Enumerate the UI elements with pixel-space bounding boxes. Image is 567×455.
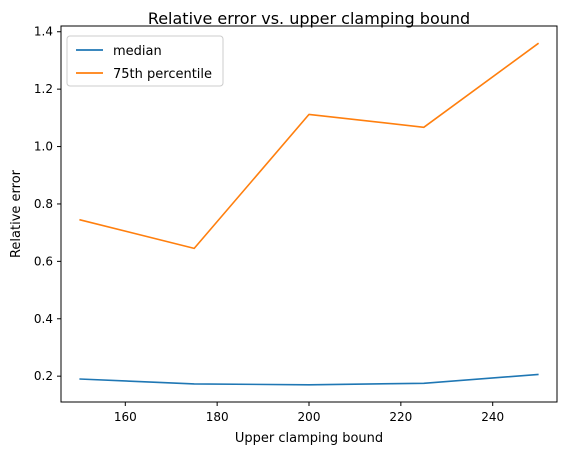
y-axis-label: Relative error [9, 169, 24, 258]
x-axis-label: Upper clamping bound [235, 431, 383, 446]
x-tick-label: 160 [114, 410, 137, 424]
x-tick-label: 220 [389, 410, 412, 424]
y-tick-label: 0.2 [34, 369, 53, 383]
legend-label-1: 75th percentile [113, 67, 212, 82]
y-tick-label: 0.8 [34, 197, 53, 211]
y-tick-label: 1.0 [34, 140, 53, 154]
legend-label-0: median [113, 44, 162, 59]
y-tick-label: 0.6 [34, 254, 53, 268]
x-tick-label: 180 [206, 410, 229, 424]
legend: median 75th percentile [67, 36, 223, 86]
chart-title: Relative error vs. upper clamping bound [148, 9, 470, 28]
y-tick-label: 0.4 [34, 312, 53, 326]
x-tick-label: 200 [298, 410, 321, 424]
y-tick-label: 1.2 [34, 82, 53, 96]
x-tick-label: 240 [481, 410, 504, 424]
y-tick-label: 1.4 [34, 25, 53, 39]
